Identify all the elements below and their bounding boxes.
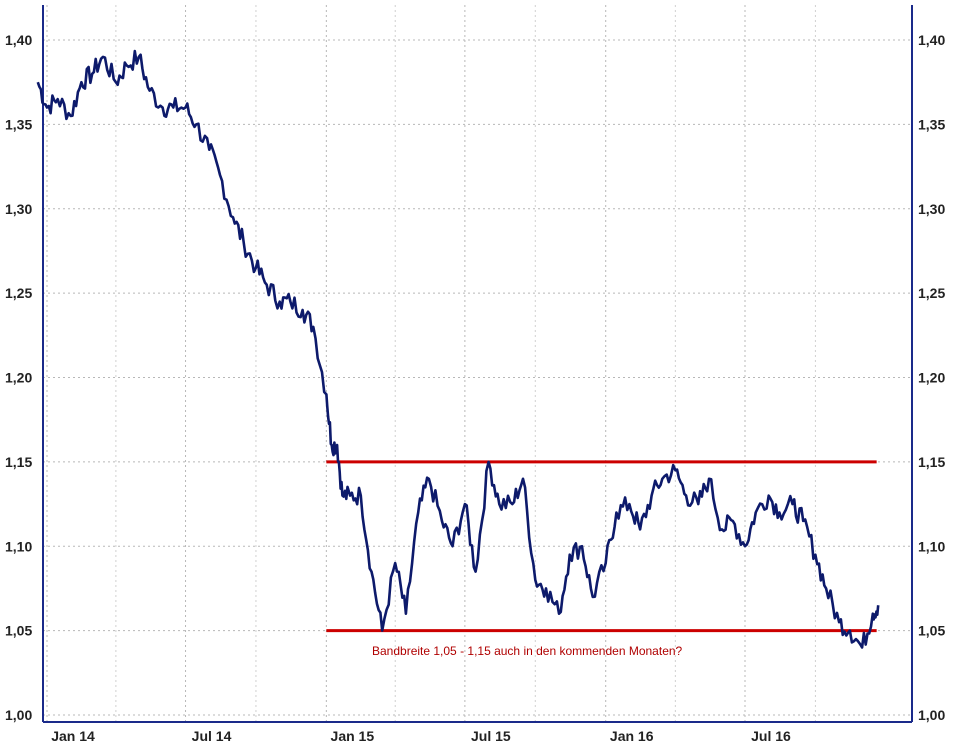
x-tick-label: Jul 14 (192, 728, 232, 744)
y-tick-label-left: 1,30 (5, 201, 32, 217)
y-tick-labels: 1,00 1,00 1,05 1,05 1,10 1,10 1,15 1,15 1,20 1,20… (5, 32, 945, 723)
y-tick-label-left: 1,25 (5, 285, 32, 301)
x-tick-label: Jan 14 (51, 728, 95, 744)
axes (42, 5, 913, 723)
y-tick-label-right: 1,25 (918, 285, 945, 301)
y-tick-label-right: 1,30 (918, 201, 945, 217)
x-tick-label: Jul 15 (471, 728, 511, 744)
y-tick-label-left: 1,35 (5, 116, 32, 132)
series-line (36, 49, 880, 649)
x-tick-label: Jan 16 (610, 728, 654, 744)
x-tick-label: Jul 16 (751, 728, 791, 744)
y-tick-label-left: 1,40 (5, 32, 32, 48)
y-tick-label-left: 1,00 (5, 707, 32, 723)
series (36, 49, 880, 649)
annotation-text: Bandbreite 1,05 - 1,15 auch in den komme… (372, 644, 683, 658)
y-tick-label-right: 1,40 (918, 32, 945, 48)
y-tick-label-left: 1,20 (5, 370, 32, 386)
y-tick-label-right: 1,00 (918, 707, 945, 723)
x-tick-label: Jan 15 (331, 728, 375, 744)
y-tick-label-left: 1,15 (5, 454, 32, 470)
y-tick-label-right: 1,05 (918, 623, 945, 639)
x-tick-labels: Jan 14 Jul 14 Jan 15 Jul 15 Jan 16 Jul 16 (51, 728, 791, 744)
y-tick-label-left: 1,05 (5, 623, 32, 639)
annotations: Bandbreite 1,05 - 1,15 auch in den komme… (372, 644, 683, 658)
y-tick-label-right: 1,15 (918, 454, 945, 470)
y-tick-label-left: 1,10 (5, 538, 32, 554)
y-tick-label-right: 1,35 (918, 116, 945, 132)
y-tick-label-right: 1,20 (918, 370, 945, 386)
y-tick-label-right: 1,10 (918, 538, 945, 554)
bands (326, 460, 877, 633)
